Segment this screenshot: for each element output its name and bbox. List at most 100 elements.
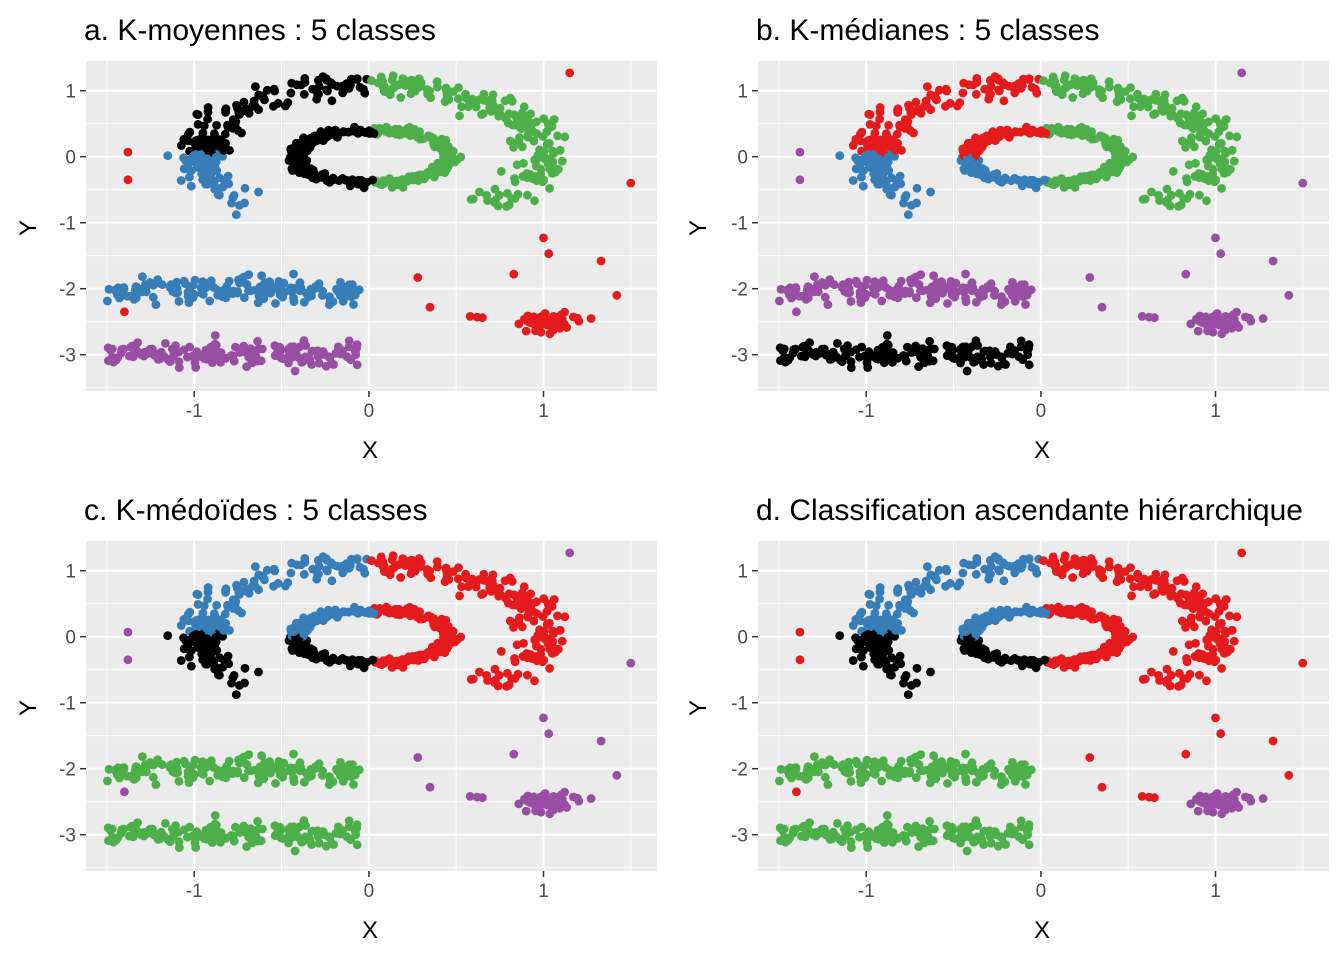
scatter-point-black — [903, 342, 912, 352]
scatter-point-blue — [365, 608, 375, 617]
scatter-point-red — [544, 249, 554, 259]
scatter-point-blue — [336, 291, 345, 301]
scatter-point-green — [1219, 122, 1229, 131]
scatter-point-blue — [266, 288, 275, 298]
scatter-point-black — [163, 631, 173, 640]
scatter-point-blue — [206, 279, 216, 289]
scatter-point-blue — [835, 151, 845, 161]
scatter-point-red — [1140, 674, 1150, 684]
panel-b: b. K-médianes : 5 classes -1 0 1 1 0 -1 … — [685, 14, 1329, 464]
scatter-point-red — [381, 607, 391, 617]
scatter-point-blue — [989, 611, 999, 621]
scatter-point-red — [1048, 552, 1058, 562]
scatter-point-black — [1003, 348, 1013, 358]
scatter-point-red — [1021, 126, 1031, 136]
scatter-point-purple — [596, 736, 606, 746]
scatter-point-red — [376, 552, 386, 562]
scatter-point-purple — [301, 341, 310, 350]
scatter-point-green — [1053, 127, 1063, 137]
scatter-point-purple — [1258, 314, 1268, 323]
scatter-point-red — [573, 313, 582, 323]
scatter-point-black — [313, 75, 323, 85]
scatter-point-green — [553, 164, 563, 174]
scatter-point-red — [977, 143, 987, 152]
scatter-point-purple — [846, 297, 856, 306]
scatter-point-red — [586, 314, 596, 323]
scatter-point-red — [1166, 670, 1176, 680]
scatter-point-purple — [1284, 290, 1294, 300]
scatter-point-red — [419, 614, 428, 623]
scatter-point-purple — [951, 288, 961, 298]
scatter-point-red — [882, 131, 892, 141]
scatter-point-red — [985, 75, 995, 85]
scatter-point-red — [1210, 612, 1220, 621]
scatter-point-red — [1096, 649, 1106, 659]
scatter-point-blue — [360, 568, 370, 578]
scatter-point-purple — [1203, 320, 1213, 330]
scatter-point-black — [882, 331, 892, 340]
scatter-point-green — [453, 94, 463, 104]
scatter-point-black — [872, 354, 881, 363]
panel-d-x-tick-labels: -1 0 1 — [858, 881, 1221, 902]
scatter-point-purple — [183, 352, 192, 362]
scatter-point-purple — [626, 658, 636, 668]
panel-c-y-tick-labels: 1 0 -1 -2 -3 — [59, 562, 76, 847]
scatter-point-green — [403, 176, 412, 186]
scatter-point-blue — [354, 285, 364, 295]
scatter-point-blue — [237, 608, 246, 618]
panel-b-gridlines — [758, 61, 1329, 391]
scatter-point-green — [547, 122, 557, 131]
scatter-point-black — [249, 96, 259, 106]
scatter-point-purple — [825, 275, 835, 285]
scatter-point-green — [184, 778, 194, 787]
scatter-point-black — [289, 147, 298, 157]
panel-a-axis-ticks — [80, 89, 545, 397]
scatter-point-red — [522, 316, 532, 325]
scatter-point-green — [976, 772, 985, 782]
scatter-point-red — [538, 627, 548, 636]
scatter-point-red — [884, 120, 893, 130]
scatter-point-green — [1059, 75, 1069, 85]
scatter-point-purple — [273, 342, 283, 352]
panel-c-x-tick-label: 0 — [364, 881, 375, 902]
scatter-point-green — [1105, 82, 1114, 92]
scatter-point-red — [539, 233, 548, 243]
scatter-point-purple — [297, 357, 306, 367]
scatter-point-red — [955, 98, 965, 107]
scatter-point-green — [419, 134, 428, 143]
scatter-point-green — [545, 184, 554, 193]
scatter-point-red — [989, 131, 999, 141]
scatter-point-blue — [848, 176, 858, 185]
scatter-point-red — [495, 583, 505, 593]
scatter-point-red — [505, 616, 515, 626]
scatter-point-black — [358, 657, 367, 667]
scatter-point-green — [983, 762, 993, 771]
scatter-point-black — [1024, 340, 1034, 350]
scatter-point-blue — [138, 272, 147, 281]
scatter-point-black — [863, 363, 873, 372]
scatter-point-purple — [943, 299, 952, 308]
scatter-point-green — [885, 770, 895, 780]
scatter-point-green — [518, 121, 528, 131]
panel-b-y-axis-title: Y — [685, 220, 712, 236]
scatter-point-red — [518, 601, 528, 611]
scatter-point-blue — [103, 296, 112, 306]
scatter-point-green — [153, 755, 163, 765]
scatter-point-green — [367, 76, 376, 86]
scatter-point-black — [991, 350, 1001, 359]
panel-a-y-tick-label: -1 — [59, 214, 76, 235]
scatter-point-red — [1068, 573, 1078, 582]
scatter-point-green — [899, 831, 908, 840]
scatter-point-blue — [215, 173, 224, 183]
scatter-point-green — [109, 837, 118, 847]
scatter-point-green — [1199, 120, 1208, 130]
scatter-point-red — [555, 625, 565, 635]
scatter-point-blue — [352, 554, 362, 563]
scatter-point-green — [997, 772, 1006, 781]
scatter-point-purple — [123, 655, 133, 665]
panel-b-x-tick-label: 1 — [1210, 401, 1221, 422]
scatter-point-purple — [161, 339, 170, 348]
scatter-point-green — [943, 779, 952, 788]
scatter-point-blue — [932, 575, 941, 585]
scatter-point-green — [991, 830, 1001, 839]
